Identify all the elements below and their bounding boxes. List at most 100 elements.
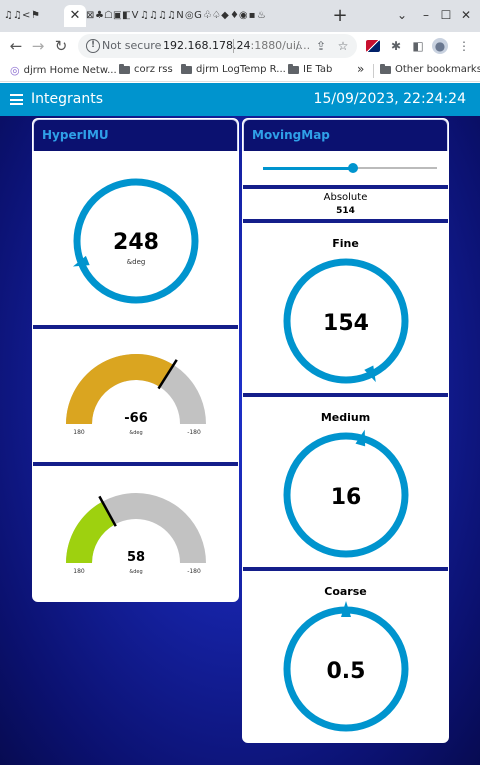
tab-favicon-icon[interactable]: ◆ xyxy=(221,10,229,21)
tab-favicon-icon[interactable]: ◧ xyxy=(122,10,130,21)
warning-icon[interactable]: ! xyxy=(86,39,100,53)
tab-favicon-icon[interactable]: ♫ xyxy=(167,10,175,21)
other-bookmarks[interactable]: Other bookmarks xyxy=(380,63,480,75)
tab-favicon-icon[interactable]: G xyxy=(194,10,202,21)
coarse-label: Coarse xyxy=(324,585,367,598)
tab-favicons-right[interactable]: ⊠ ♣ ☖ ▣ ◧ V ♫ ♫ ♫ ♫ N ◎ G ♧ ♤ ◆ ♦ ◉ ▪ ♨ xyxy=(86,9,265,23)
hyperimu-header: HyperIMU xyxy=(33,119,238,151)
tab-favicon-icon[interactable]: N xyxy=(176,10,184,21)
minimize-button[interactable]: – xyxy=(423,8,429,22)
tab-favicon-icon[interactable]: ♧ xyxy=(203,10,211,21)
gauge-1-fill xyxy=(66,354,174,424)
medium-label: Medium xyxy=(320,411,371,424)
side-panel-icon[interactable]: ◧ xyxy=(412,39,424,53)
tab-favicon-icon[interactable]: ♫ xyxy=(140,10,148,21)
bookmarks-bar: ◎ djrm Home Netw... corz rss djrm LogTem… xyxy=(0,60,480,82)
active-tab-close-icon[interactable]: ✕ xyxy=(64,5,86,27)
folder-icon xyxy=(288,63,299,74)
tab-favicon-icon[interactable]: ♨ xyxy=(257,10,265,21)
tab-favicon-icon[interactable]: ⚑ xyxy=(31,10,39,21)
gauge-1-min-label: 180 xyxy=(73,429,85,436)
tab-favicon-icon[interactable]: ◎ xyxy=(185,10,193,21)
gauge-1-unit: &deg xyxy=(129,430,142,436)
section-divider xyxy=(243,393,448,397)
bookmarks-separator xyxy=(373,64,374,78)
tab-favicon-icon[interactable]: ☖ xyxy=(104,10,112,21)
section-divider xyxy=(243,219,448,223)
browser-tabstrip: ♫ ♫ < ⚑ ✕ ⊠ ♣ ☖ ▣ ◧ V ♫ ♫ ♫ ♫ N ◎ G ♧ ♤ ◆ ♦ ◉ ▪ ♨ + ⌄ – ☐ ✕ xyxy=(0,0,480,32)
hamburger-menu-icon[interactable] xyxy=(10,94,23,105)
bookmark-star-icon[interactable]: ☆ xyxy=(337,39,349,53)
app-title: Integrants xyxy=(31,91,103,107)
compass-ring xyxy=(73,178,199,304)
absolute-label: Absolute xyxy=(323,192,368,203)
url-text[interactable]: 192.168.178.24:1880/ui/... xyxy=(163,39,310,52)
tab-search-icon[interactable]: ⌄ xyxy=(396,8,408,22)
tab-favicon-icon[interactable]: < xyxy=(22,10,30,21)
bookmark-label: djrm LogTemp R... xyxy=(196,64,286,75)
tab-favicon-icon[interactable]: V xyxy=(131,10,139,21)
new-tab-button[interactable]: + xyxy=(332,5,348,26)
tab-favicon-icon[interactable]: ▣ xyxy=(113,10,121,21)
zoom-icon[interactable]: ⌕ xyxy=(295,39,303,53)
tab-favicon-icon[interactable]: ♫ xyxy=(4,10,12,21)
share-icon[interactable]: ⇪ xyxy=(315,39,327,53)
bookmark-item[interactable]: IE Tab xyxy=(288,63,332,75)
movingmap-group: MovingMap Absolute 514 Fine 154 Medium 1… xyxy=(242,118,449,743)
bookmark-item[interactable]: djrm LogTemp R... xyxy=(181,63,286,75)
forward-button[interactable]: → xyxy=(31,37,45,55)
gauge-2-value: 58 xyxy=(127,550,145,565)
gauge-2-unit: &deg xyxy=(129,569,142,575)
bookmark-label: djrm Home Netw... xyxy=(23,65,117,76)
medium-needle-icon xyxy=(355,429,366,447)
fine-dial: 154 xyxy=(283,258,409,384)
fine-value: 154 xyxy=(323,311,369,336)
tab-favicon-icon[interactable]: ▪ xyxy=(248,10,256,21)
close-window-button[interactable]: ✕ xyxy=(460,8,472,22)
gauge-2-fill xyxy=(66,501,115,563)
movingmap-title: MovingMap xyxy=(252,128,330,142)
tab-favicon-icon[interactable]: ♦ xyxy=(230,10,238,21)
flag-extension-icon[interactable] xyxy=(366,40,380,52)
bookmark-item[interactable]: ◎ djrm Home Netw... xyxy=(10,64,117,77)
tab-favicon-icon[interactable]: ♫ xyxy=(13,10,21,21)
tab-favicon-icon[interactable]: ♫ xyxy=(149,10,157,21)
gauge-1-needle xyxy=(157,359,178,390)
absolute-value: 514 xyxy=(336,206,355,216)
coarse-needle-icon xyxy=(341,601,351,617)
tab-favicon-icon[interactable]: ◉ xyxy=(239,10,247,21)
folder-icon xyxy=(380,63,391,74)
bookmarks-overflow-button[interactable]: » xyxy=(357,62,365,76)
fine-label: Fine xyxy=(332,237,359,250)
tab-favicon-icon[interactable]: ⊠ xyxy=(86,10,94,21)
gauge-1-value: -66 xyxy=(124,411,148,426)
compass-value: 248 xyxy=(113,230,159,255)
reload-button[interactable]: ↻ xyxy=(54,37,68,55)
url-path: :1880/ui/... xyxy=(250,39,311,52)
position-slider[interactable] xyxy=(263,161,437,175)
profile-avatar[interactable]: ● xyxy=(432,38,448,54)
heading-compass: 248 &deg xyxy=(72,178,199,304)
folder-icon xyxy=(119,63,130,74)
slider-thumb[interactable] xyxy=(348,163,359,173)
back-button[interactable]: ← xyxy=(9,37,23,55)
section-divider xyxy=(33,462,238,466)
url-host: 192.168.178.24 xyxy=(163,39,251,52)
tab-favicon-icon[interactable]: ♫ xyxy=(158,10,166,21)
address-bar[interactable]: ! Not secure 192.168.178.24:1880/ui/... … xyxy=(78,34,357,58)
gauge-2: 58 &deg 180 -180 xyxy=(66,493,206,575)
browser-menu-icon[interactable]: ⋮ xyxy=(458,39,470,53)
extensions-puzzle-icon[interactable]: ✱ xyxy=(390,39,402,53)
section-divider xyxy=(243,567,448,571)
dashboard: Integrants 15/09/2023, 22:24:24 HyperIMU… xyxy=(0,83,480,765)
security-label[interactable]: Not secure xyxy=(102,39,162,52)
section-divider xyxy=(33,325,238,329)
tab-favicon-icon[interactable]: ♤ xyxy=(212,10,220,21)
maximize-button[interactable]: ☐ xyxy=(440,8,452,22)
globe-icon: ◎ xyxy=(10,64,20,77)
coarse-value: 0.5 xyxy=(327,659,366,684)
bookmark-item[interactable]: corz rss xyxy=(119,63,173,75)
tab-favicons-left[interactable]: ♫ ♫ < ⚑ xyxy=(4,9,39,23)
tab-favicon-icon[interactable]: ♣ xyxy=(95,10,103,21)
movingmap-header: MovingMap xyxy=(243,119,448,151)
